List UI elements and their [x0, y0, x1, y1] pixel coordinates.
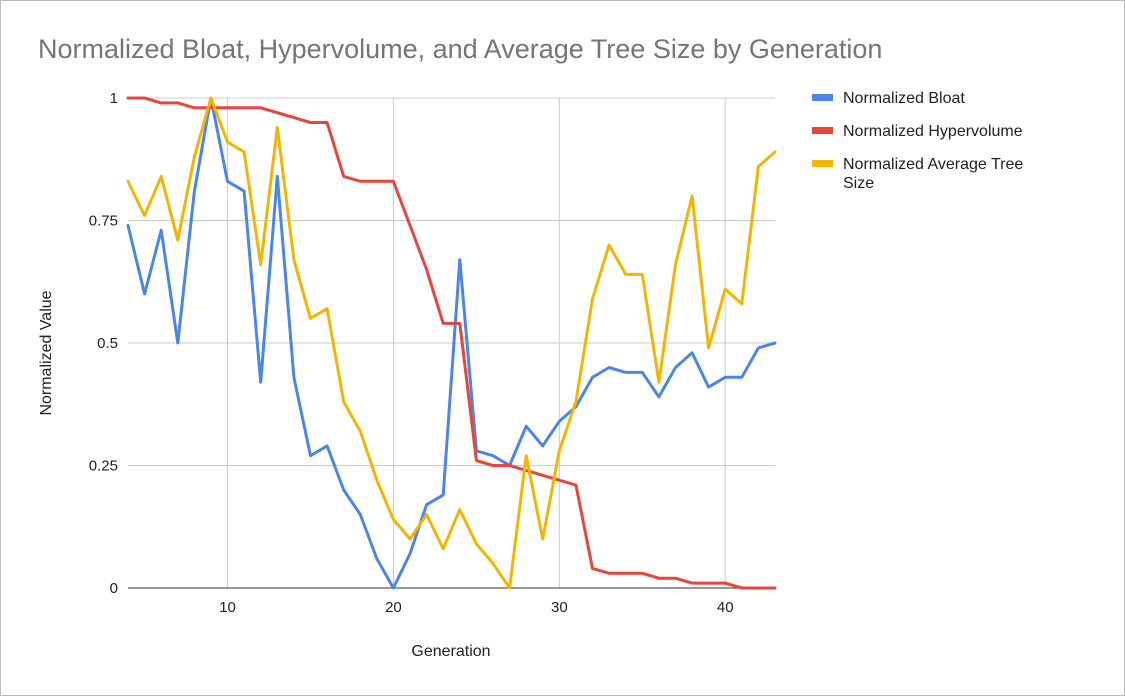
- y-tick-label: 1: [110, 90, 118, 107]
- x-tick-label: 40: [717, 599, 734, 616]
- legend-swatch-bloat: [812, 94, 833, 101]
- legend-label-tree-size-line1: Normalized Average Tree: [843, 156, 1023, 173]
- legend-label-tree-size-line2: Size: [843, 175, 874, 192]
- legend-label-bloat: Normalized Bloat: [843, 90, 965, 107]
- x-tick-label: 20: [385, 599, 402, 616]
- series-lines: [126, 96, 777, 590]
- x-tick-label: 30: [551, 599, 568, 616]
- legend-item-bloat[interactable]: Normalized Bloat: [812, 90, 965, 107]
- series-line-normalized-average-tree-size[interactable]: [126, 96, 777, 590]
- legend: Normalized Bloat Normalized Hypervolume …: [812, 90, 1023, 192]
- legend-item-hypervolume[interactable]: Normalized Hypervolume: [812, 123, 1023, 140]
- x-axis-title: Generation: [411, 643, 490, 660]
- y-axis-title: Normalized Value: [38, 290, 55, 415]
- y-tick-labels: 0 0.25 0.5 0.75 1: [89, 90, 118, 597]
- y-tick-label: 0.25: [89, 458, 118, 475]
- legend-item-tree-size[interactable]: Normalized Average Tree Size: [812, 156, 1023, 192]
- y-tick-label: 0.75: [89, 213, 118, 230]
- legend-label-hypervolume: Normalized Hypervolume: [843, 123, 1023, 140]
- y-tick-label: 0.5: [97, 335, 118, 352]
- series-line-normalized-bloat[interactable]: [126, 96, 777, 590]
- y-tick-label: 0: [110, 580, 118, 597]
- legend-swatch-hypervolume: [812, 127, 833, 134]
- x-tick-label: 10: [219, 599, 236, 616]
- chart-title: Normalized Bloat, Hypervolume, and Avera…: [38, 34, 883, 64]
- gridlines: [128, 97, 775, 588]
- x-tick-labels: 10 20 30 40: [219, 599, 733, 616]
- legend-swatch-tree-size: [812, 160, 833, 167]
- series-line-normalized-hypervolume[interactable]: [126, 96, 777, 590]
